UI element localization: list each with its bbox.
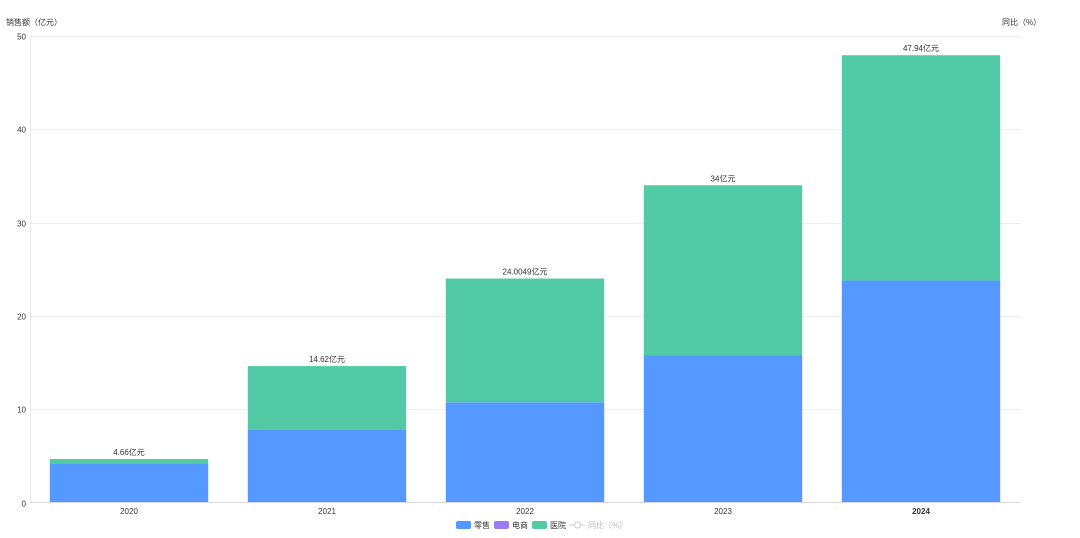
legend-swatch — [456, 521, 471, 529]
legend-item[interactable]: 同比（%） — [570, 520, 627, 530]
bar-total-label: 47.94亿元 — [903, 43, 939, 53]
bar-segment[interactable] — [841, 280, 1001, 503]
legend-label: 医院 — [550, 520, 566, 530]
bar-segment[interactable] — [643, 355, 803, 503]
legend-swatch — [494, 521, 509, 529]
bar-segment[interactable] — [247, 429, 407, 503]
x-tick-label: 2024 — [912, 507, 930, 516]
legend-label: 同比（%） — [588, 520, 627, 530]
y-tick-label: 30 — [17, 220, 26, 229]
x-tick-label: 2022 — [516, 507, 534, 516]
left-axis-title: 销售额（亿元） — [6, 17, 62, 27]
legend-item[interactable]: 医院 — [532, 520, 566, 530]
x-axis-ticks: 2020 2021 2022 2023 2024 — [120, 507, 930, 516]
legend[interactable]: 零售 电商 医院 同比（%） — [456, 520, 627, 530]
bar-segment[interactable] — [643, 185, 803, 356]
bars[interactable] — [49, 55, 1001, 503]
bar-total-label: 14.62亿元 — [309, 354, 345, 364]
bar-segment[interactable] — [841, 55, 1001, 281]
x-tick-label: 2020 — [120, 507, 138, 516]
bar-segment[interactable] — [49, 459, 209, 464]
y-tick-label: 0 — [22, 500, 27, 509]
legend-label: 电商 — [512, 520, 528, 530]
bar-total-label: 34亿元 — [711, 173, 736, 183]
legend-item[interactable]: 电商 — [494, 520, 528, 530]
right-axis-title: 同比（%） — [1002, 17, 1041, 27]
bar-total-label: 4.66亿元 — [113, 447, 145, 457]
bar-segment[interactable] — [247, 366, 407, 430]
legend-swatch — [532, 521, 547, 529]
bar-segment[interactable] — [49, 463, 209, 503]
x-tick-label: 2021 — [318, 507, 336, 516]
y-tick-label: 20 — [17, 313, 26, 322]
legend-circle-icon — [574, 521, 581, 529]
legend-label: 零售 — [474, 520, 490, 530]
bar-total-label: 24.0049亿元 — [503, 267, 548, 277]
y-tick-label: 40 — [17, 126, 26, 135]
bar-segment[interactable] — [445, 402, 605, 503]
bar-segment[interactable] — [445, 278, 605, 403]
legend-item[interactable]: 零售 — [456, 520, 490, 530]
y-axis-ticks: 0 10 20 30 40 50 — [17, 33, 26, 509]
x-tick-label: 2023 — [714, 507, 732, 516]
total-labels: 4.66亿元 14.62亿元 24.0049亿元 34亿元 47.94亿元 — [113, 43, 939, 457]
y-tick-label: 10 — [17, 406, 26, 415]
y-tick-label: 50 — [17, 33, 26, 42]
